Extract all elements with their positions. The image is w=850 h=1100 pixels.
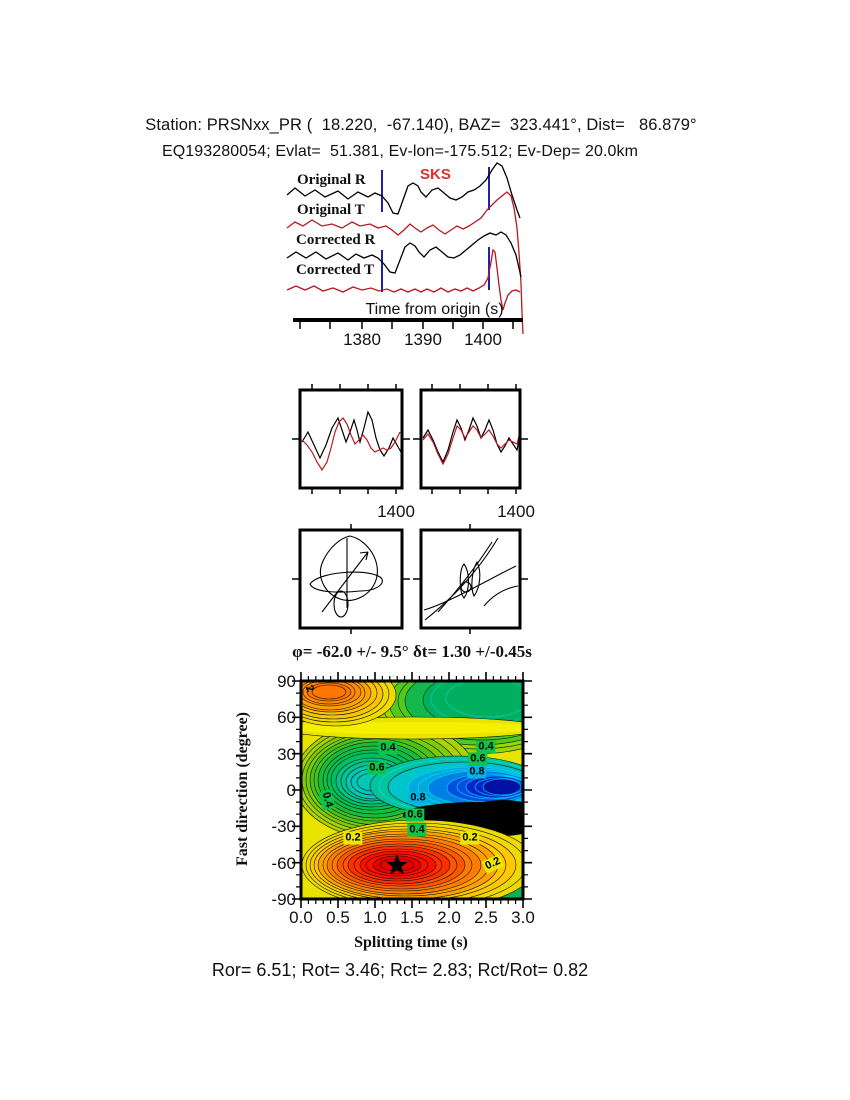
xtick-3.0: 3.0 (511, 908, 535, 927)
time-axis-ticks (299, 322, 514, 329)
compare-right-black-trace (422, 416, 520, 464)
compare-right-box (419, 388, 522, 490)
corrected-t-trace (286, 248, 521, 311)
xtick-1.0: 1.0 (363, 908, 387, 927)
particle-motion-panel (292, 524, 528, 634)
xtick-2.5: 2.5 (474, 908, 498, 927)
compare-left-box (298, 388, 404, 490)
ytick-n60: -60 (271, 854, 296, 873)
ytick-0: 0 (286, 781, 296, 800)
contour-y-axis-title: Fast direction (degree) (234, 711, 251, 867)
compare-ticks (292, 384, 528, 494)
station-header: Station: PRSNxx_PR ( 18.220, -67.140), B… (145, 116, 697, 134)
pm-right-box (419, 528, 522, 630)
contour-label-0.4-a: 0.4 (378, 741, 398, 755)
result-stats: Ror= 6.51; Rot= 3.46; Rct= 2.83; Rct/Rot… (211, 960, 589, 980)
contour-label-0.6-b: 0.6 (405, 808, 425, 822)
trace-label-corrected-r: Corrected R (296, 232, 376, 248)
contour-x-minor-ticks (307, 676, 517, 904)
phase-label-sks: SKS (420, 166, 451, 183)
contour-label-0.8-b: 0.8 (467, 765, 487, 779)
trace-label-corrected-t: Corrected T (296, 262, 375, 278)
ytick-90: 90 (277, 672, 296, 691)
xtick-0.0: 0.0 (289, 908, 313, 927)
contour-y-major-ticks (292, 680, 532, 900)
corrected-r-trace (286, 231, 522, 278)
contour-label-0.2-b: 0.2 (460, 831, 480, 845)
contour-x-major-ticks (300, 672, 524, 908)
event-header: EQ193280054; Evlat= 51.381, Ev-lon=-175.… (161, 143, 639, 160)
ytick-n30: -30 (271, 817, 296, 836)
ytick-60: 60 (277, 708, 296, 727)
compare-windows-panel (292, 384, 528, 494)
compare-left-black-trace (301, 410, 402, 460)
window-marker-lines (381, 167, 490, 292)
contour-label-0.2-a: 0.2 (343, 831, 363, 845)
compare-left-red-trace (301, 417, 401, 472)
time-axis-title: Time from origin (s) (365, 301, 504, 318)
pm-ticks (292, 524, 528, 634)
trace-label-original-r: Original R (297, 172, 366, 188)
contour-border (299, 679, 525, 901)
contour-label-0.4-c: 0.4 (476, 740, 496, 754)
contour-label-0.4-b: 0.4 (407, 823, 427, 837)
contour-title: φ= -62.0 +/- 9.5° δt= 1.30 +/-0.45s (292, 642, 532, 661)
time-tick-1390: 1390 (404, 330, 442, 349)
xtick-0.5: 0.5 (326, 908, 350, 927)
contour-label-0.6-c: 0.6 (468, 752, 488, 766)
compare-right-red-trace (422, 424, 520, 466)
trace-label-original-t: Original T (297, 202, 365, 218)
pm-right-orbit (423, 537, 519, 621)
waveform-panel (286, 162, 524, 335)
contour-y-minor-ticks (296, 692, 528, 888)
contour-label-0.6-a: 0.6 (367, 761, 387, 775)
time-tick-1400: 1400 (464, 330, 502, 349)
xtick-2.0: 2.0 (437, 908, 461, 927)
time-tick-1380: 1380 (343, 330, 381, 349)
original-r-trace (286, 162, 521, 219)
best-fit-star (386, 854, 408, 875)
compare-left-tick-label: 1400 (377, 502, 415, 521)
pm-left-box (298, 528, 404, 630)
ytick-30: 30 (277, 745, 296, 764)
ytick-n90: -90 (271, 890, 296, 909)
contour-x-axis-title: Splitting time (s) (354, 934, 468, 951)
contour-label-0.8-a: 0.8 (408, 791, 428, 805)
xtick-1.5: 1.5 (400, 908, 424, 927)
compare-right-tick-label: 1400 (497, 502, 535, 521)
time-axis-line (293, 318, 523, 322)
pm-left-orbit (309, 535, 383, 618)
original-t-trace (286, 191, 524, 335)
